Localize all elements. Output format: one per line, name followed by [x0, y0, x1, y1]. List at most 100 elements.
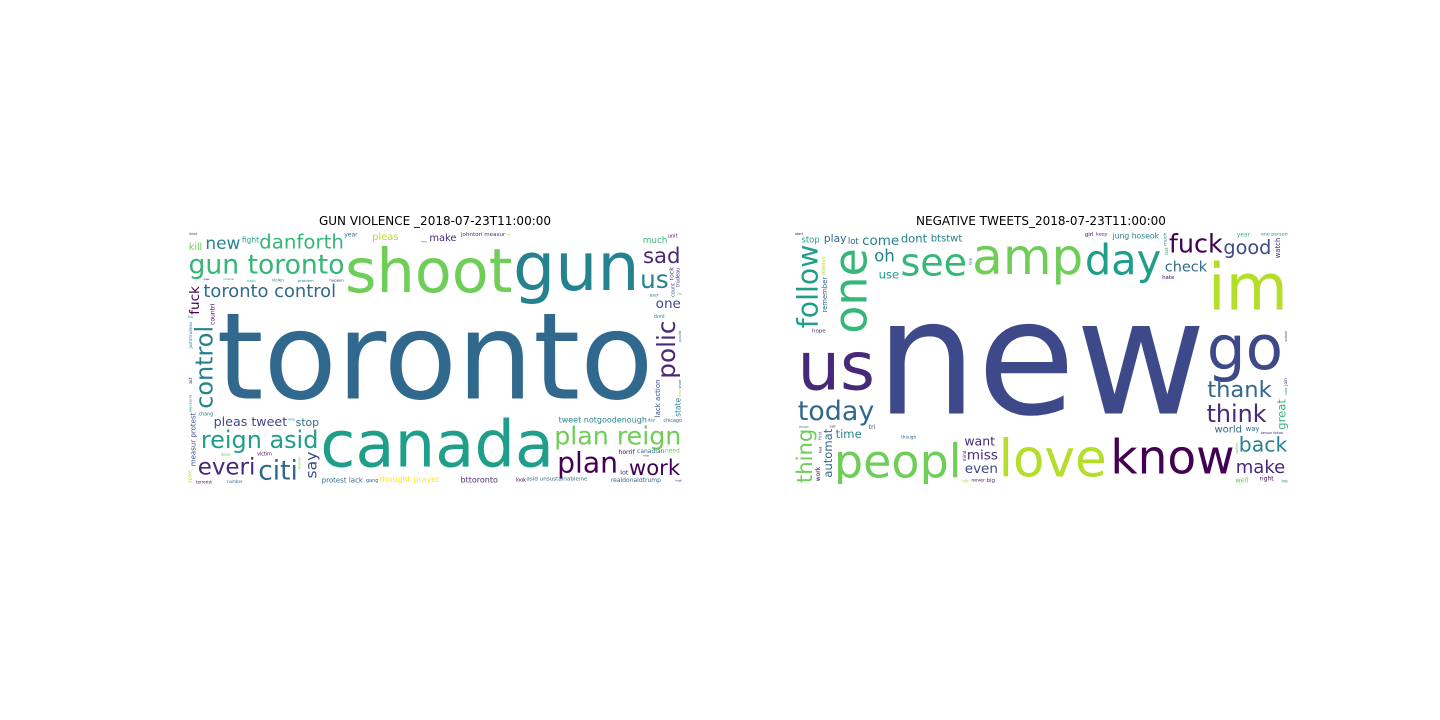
word-problem: problem	[298, 278, 314, 283]
word-us: us	[640, 265, 669, 294]
word-done: done	[221, 452, 231, 457]
word-gang: gang	[366, 478, 379, 484]
word-plan: plan	[557, 446, 618, 479]
word-last: last	[1164, 247, 1169, 255]
word-amp: amp	[972, 232, 1083, 286]
word-work: work	[629, 455, 681, 480]
word-rock: rock	[668, 267, 675, 281]
word-love: love	[999, 429, 1107, 484]
word-use: use	[879, 268, 899, 282]
word-lack-action: lack action	[653, 379, 662, 417]
word-check: check	[1165, 260, 1208, 276]
word-one: one	[656, 296, 681, 312]
word-new: new	[876, 265, 1207, 452]
word-life: life	[677, 292, 682, 296]
word-want: want	[964, 434, 995, 449]
word-hope: hope	[812, 329, 826, 335]
word-act: act	[188, 377, 193, 384]
word-person-follow: person follow	[1261, 431, 1284, 435]
word-even: even	[421, 240, 428, 243]
word-fuck: fuck	[188, 286, 203, 315]
word-even: even	[965, 461, 998, 477]
word-tragic: tragic	[247, 279, 256, 283]
word-horrif: horrif	[619, 449, 636, 456]
word-say: say	[303, 452, 321, 479]
word-ive: ive	[1282, 479, 1288, 484]
word-chicago: chicago	[663, 418, 682, 424]
word-think: think	[1207, 400, 1267, 428]
word-start: start	[795, 232, 804, 236]
word-unit: unit	[668, 234, 678, 240]
word-well: well	[1235, 477, 1249, 484]
word-dont: dont	[654, 314, 665, 320]
word-first: first	[817, 431, 822, 440]
word-thing: thing	[794, 429, 817, 483]
word-good: good	[1223, 236, 1271, 259]
chart-title: NEGATIVE TWEETS_2018-07-23T11:00:00	[916, 214, 1166, 228]
word-day: day	[1085, 236, 1161, 285]
word-know: know	[1110, 430, 1234, 484]
word-lot: lot	[848, 237, 860, 247]
word-realdonaldtrump: realdonaldtrump	[611, 477, 661, 484]
word-gun-toronto: gun toronto	[189, 250, 345, 281]
word-school: school	[1284, 331, 1288, 342]
word-never: never	[971, 478, 985, 484]
word-today: today	[798, 396, 875, 427]
word-stop: stop	[296, 416, 320, 429]
word-chang: chang	[198, 411, 213, 417]
word-year: year	[344, 232, 358, 239]
word-shoot: shoot	[345, 237, 512, 307]
word-toronto: toronto	[216, 289, 653, 428]
word-plan-reign: plan reign	[554, 422, 681, 451]
word-danforth: danforth	[259, 232, 344, 253]
word-measur-protest: measur protest	[189, 412, 198, 466]
word-commun: commun	[223, 278, 234, 281]
word-tell: tell	[506, 232, 510, 236]
word-protest-lack: protest lack	[322, 476, 364, 484]
word-see: see	[900, 240, 967, 284]
word-make: make	[429, 233, 456, 244]
word-hate: hate	[1162, 275, 1175, 281]
word-mind: mind	[962, 450, 967, 461]
word-year: year	[1237, 232, 1251, 238]
word-much: much	[643, 236, 667, 246]
chart-title: GUN VIOLENCE _2018-07-23T11:00:00	[318, 214, 552, 228]
word-gun: gun	[513, 232, 640, 306]
word-make: make	[1236, 457, 1286, 478]
word-work: work	[815, 466, 822, 481]
word-though: though	[901, 434, 916, 439]
word-watch: watch	[1274, 238, 1282, 259]
word-us: us	[797, 328, 875, 406]
word-dead: dead	[189, 232, 197, 236]
word-shoe: shoe	[677, 379, 682, 389]
word-asid-unsustainableine: asid unsustainableine	[526, 477, 588, 483]
word-strombo: strombo	[298, 457, 302, 470]
word-sad: sad	[643, 243, 680, 268]
word-amp: amp	[288, 417, 295, 421]
word-life: life	[962, 479, 969, 484]
word-one-person: one person	[1261, 232, 1288, 237]
word-fight: fight	[242, 236, 259, 245]
word-always: always	[821, 256, 827, 275]
word-reign-asid: reign asid	[201, 426, 319, 454]
word-thought-prayer: thought prayer	[379, 475, 440, 484]
word-new: new	[205, 233, 240, 253]
word-lot: lot	[620, 469, 629, 476]
word-way: way	[1246, 425, 1260, 433]
word-time: time	[836, 427, 862, 441]
word-right: right	[1260, 476, 1275, 483]
word-citi: citi	[258, 455, 298, 484]
word-violen: violen	[272, 278, 284, 283]
word-music: music	[799, 425, 809, 429]
word-bttoronto: bttoronto	[461, 475, 498, 484]
word-play: play	[824, 232, 847, 245]
word-girl: girl	[1085, 232, 1094, 238]
word-remember: remember	[821, 277, 829, 313]
word-control: control	[190, 326, 218, 409]
word-twitter: twitter	[1235, 442, 1239, 454]
word-justintrudeau: justintrudeau	[188, 322, 193, 350]
word-bad: bad	[818, 447, 822, 453]
word-terrorist: terrorist	[196, 479, 212, 484]
word-tri: tri	[869, 424, 876, 431]
word-countri: countri	[209, 304, 216, 325]
